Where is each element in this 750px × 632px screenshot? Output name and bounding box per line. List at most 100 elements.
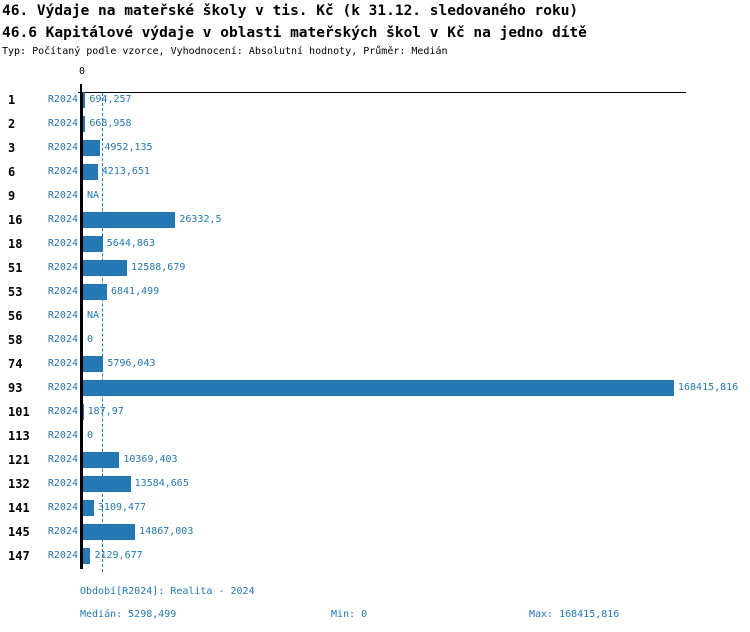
row-id-label: 121 (8, 453, 30, 467)
series-period-label: R2024 (47, 334, 78, 345)
chart-row: 9 R2024 NA (0, 184, 750, 208)
chart-row: 56 R2024 NA (0, 304, 750, 328)
chart-title-line1: 46. Výdaje na mateřské školy v tis. Kč (… (2, 3, 579, 19)
bar (83, 356, 104, 372)
chart-row: 16 R2024 26332,5 (0, 208, 750, 232)
row-id-label: 16 (8, 213, 23, 227)
value-label: NA (87, 190, 100, 201)
value-label: 668,958 (89, 118, 132, 129)
footer-max-label: Max: 168415,816 (529, 609, 620, 620)
value-label: 0 (87, 430, 94, 441)
bar (83, 140, 101, 156)
row-id-label: 101 (8, 405, 30, 419)
chart-row: 113 R2024 0 (0, 424, 750, 448)
value-label: 5796,043 (107, 358, 156, 369)
series-period-label: R2024 (47, 190, 78, 201)
value-label: 6841,499 (111, 286, 160, 297)
chart-row: 1 R2024 694,257 (0, 88, 750, 112)
value-label: 187,97 (87, 406, 124, 417)
chart-row: 3 R2024 4952,135 (0, 136, 750, 160)
value-label: 4213,651 (101, 166, 150, 177)
row-id-label: 51 (8, 261, 23, 275)
value-label: 4952,135 (104, 142, 153, 153)
chart-row: 121 R2024 10369,403 (0, 448, 750, 472)
series-period-label: R2024 (47, 430, 78, 441)
footer-period-label: Období[R2024]: Realita - 2024 (80, 586, 255, 597)
row-id-label: 18 (8, 237, 23, 251)
chart-row: 93 R2024 168415,816 (0, 376, 750, 400)
row-id-label: 74 (8, 357, 23, 371)
row-id-label: 93 (8, 381, 23, 395)
series-period-label: R2024 (47, 406, 78, 417)
value-label: 168415,816 (678, 382, 739, 393)
bar (83, 476, 131, 492)
series-period-label: R2024 (47, 502, 78, 513)
value-label: 0 (87, 334, 94, 345)
value-label: 12588,679 (131, 262, 186, 273)
value-label: 26332,5 (179, 214, 222, 225)
chart-row: 145 R2024 14867,003 (0, 520, 750, 544)
bar (83, 524, 136, 540)
row-id-label: 6 (8, 165, 16, 179)
value-label: 694,257 (89, 94, 132, 105)
series-period-label: R2024 (47, 262, 78, 273)
row-id-label: 113 (8, 429, 30, 443)
row-id-label: 1 (8, 93, 16, 107)
value-label: 3109,477 (97, 502, 147, 513)
row-id-label: 145 (8, 525, 30, 539)
footer-min-label: Min: 0 (331, 609, 368, 620)
series-period-label: R2024 (47, 550, 78, 561)
chart-title-line2: 46.6 Kapitálové výdaje v oblasti mateřsk… (2, 25, 587, 41)
bar (83, 212, 176, 228)
x-axis-zero-tick (80, 84, 82, 92)
value-label: NA (87, 310, 100, 321)
chart-subtitle: Typ: Počítaný podle vzorce, Vyhodnocení:… (2, 46, 448, 57)
series-period-label: R2024 (47, 454, 78, 465)
bar (83, 164, 98, 180)
row-id-label: 3 (8, 141, 16, 155)
value-label: 5644,863 (106, 238, 155, 249)
bar (83, 452, 120, 468)
chart-row: 74 R2024 5796,043 (0, 352, 750, 376)
row-id-label: 9 (8, 189, 16, 203)
y-axis-line (80, 92, 83, 569)
series-period-label: R2024 (47, 214, 78, 225)
row-id-label: 53 (8, 285, 23, 299)
row-id-label: 141 (8, 501, 30, 515)
series-period-label: R2024 (47, 118, 78, 129)
bar (83, 92, 86, 108)
series-period-label: R2024 (47, 286, 78, 297)
row-id-label: 2 (8, 117, 16, 131)
row-id-label: 132 (8, 477, 30, 491)
bar (83, 548, 91, 564)
bar (83, 404, 84, 420)
value-label: 14867,003 (139, 526, 194, 537)
chart-row: 6 R2024 4213,651 (0, 160, 750, 184)
bar (83, 284, 107, 300)
series-period-label: R2024 (47, 238, 78, 249)
bar (83, 260, 128, 276)
series-period-label: R2024 (47, 526, 78, 537)
value-label: 13584,665 (134, 478, 189, 489)
bar (83, 500, 94, 516)
value-label: 2129,677 (94, 550, 143, 561)
chart-row: 2 R2024 668,958 (0, 112, 750, 136)
chart-rows: 1 R2024 694,257 2 R2024 668,958 3 R2024 4952,135… (0, 88, 750, 568)
chart-row: 18 R2024 5644,863 (0, 232, 750, 256)
x-axis-zero-tick-label: 0 (78, 66, 86, 77)
footer-median-label: Medián: 5298,499 (80, 609, 177, 620)
x-axis-line (78, 92, 686, 93)
chart-row: 147 R2024 2129,677 (0, 544, 750, 568)
series-period-label: R2024 (47, 358, 78, 369)
series-period-label: R2024 (47, 382, 78, 393)
bar (83, 380, 674, 396)
bar (83, 116, 86, 132)
bar (83, 236, 103, 252)
chart-row: 53 R2024 6841,499 (0, 280, 750, 304)
chart-row: 101 R2024 187,97 (0, 400, 750, 424)
row-id-label: 147 (8, 549, 30, 563)
series-period-label: R2024 (47, 478, 78, 489)
chart-row: 141 R2024 3109,477 (0, 496, 750, 520)
series-period-label: R2024 (47, 310, 78, 321)
